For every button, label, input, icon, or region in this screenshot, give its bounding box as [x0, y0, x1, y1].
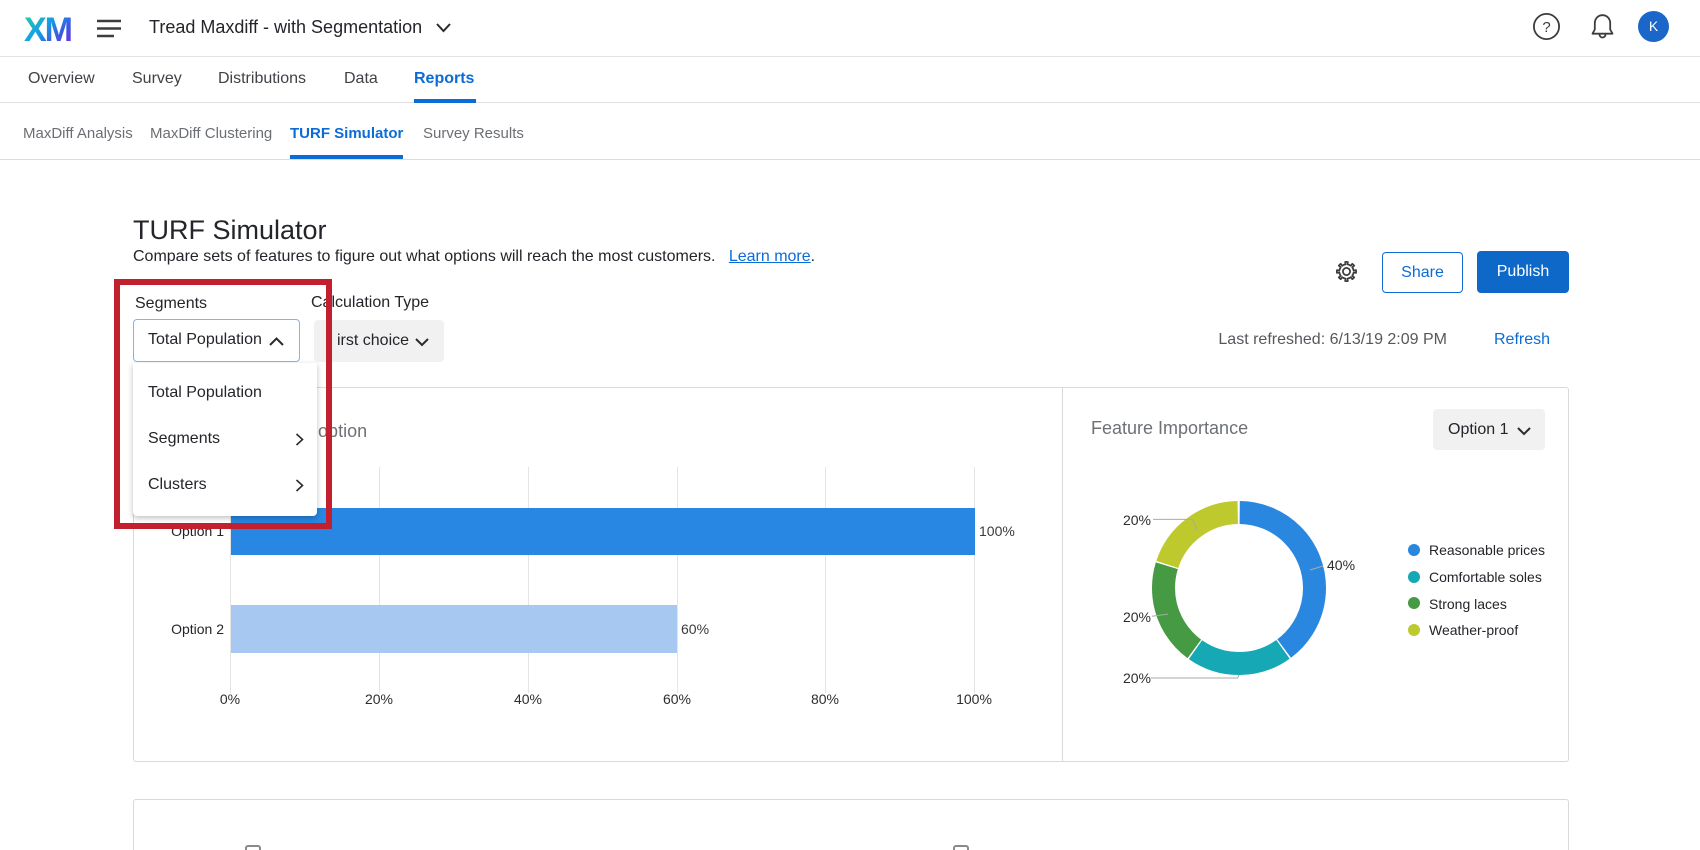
svg-text:XM: XM [24, 11, 72, 48]
svg-text:?: ? [1542, 19, 1550, 36]
